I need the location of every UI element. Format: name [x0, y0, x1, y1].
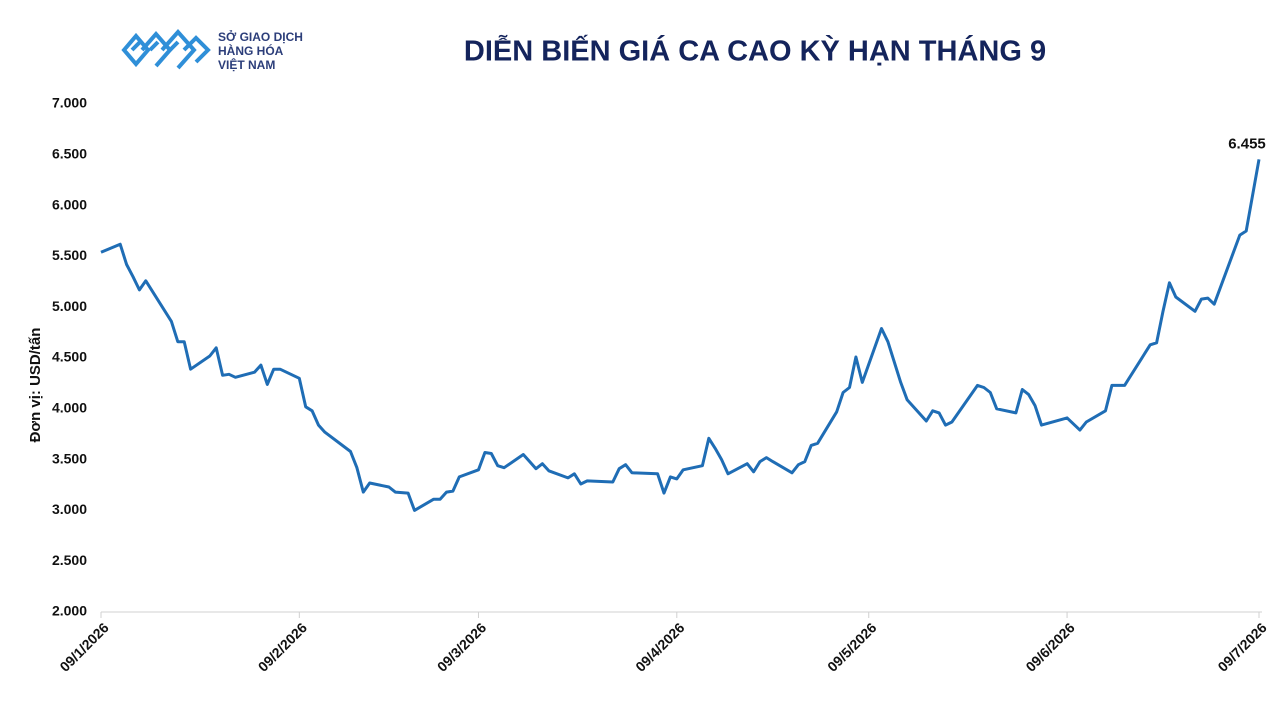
x-tick-label: 09/2/2026: [255, 619, 311, 675]
y-tick-label: 3.000: [52, 501, 87, 517]
y-tick-label: 4.000: [52, 400, 87, 416]
x-tick-label: 09/3/2026: [434, 619, 490, 675]
y-tick-label: 7.000: [52, 95, 87, 111]
y-tick-label: 6.000: [52, 196, 87, 212]
y-tick-label: 6.500: [52, 146, 87, 162]
logo-icon: [121, 28, 211, 70]
y-tick-label: 5.500: [52, 247, 87, 263]
y-axis-label: Đơn vị: USD/tấn: [27, 328, 44, 443]
logo-text: SỞ GIAO DỊCH: [218, 29, 303, 44]
x-tick-label: 09/1/2026: [56, 619, 112, 675]
logo: SỞ GIAO DỊCH HÀNG HÓA VIỆT NAM: [121, 28, 303, 72]
x-tick-label: 09/6/2026: [1022, 619, 1078, 675]
y-tick-label: 4.500: [52, 349, 87, 365]
price-line: [100, 159, 1261, 512]
y-tick-label: 2.000: [52, 603, 87, 619]
chart-title: DIỄN BIẾN GIÁ CA CAO KỲ HẠN THÁNG 9: [464, 34, 1046, 68]
x-tick-label: 09/5/2026: [824, 619, 880, 675]
y-tick-label: 3.500: [52, 450, 87, 466]
data-label: 6.455: [1228, 135, 1266, 152]
x-tick-label: 09/7/2026: [1214, 619, 1270, 675]
y-tick-label: 2.500: [52, 552, 87, 568]
x-tick-label: 09/4/2026: [632, 619, 688, 675]
logo-text: VIỆT NAM: [218, 57, 275, 72]
y-tick-label: 5.000: [52, 298, 87, 314]
logo-text: HÀNG HÓA: [218, 43, 284, 58]
